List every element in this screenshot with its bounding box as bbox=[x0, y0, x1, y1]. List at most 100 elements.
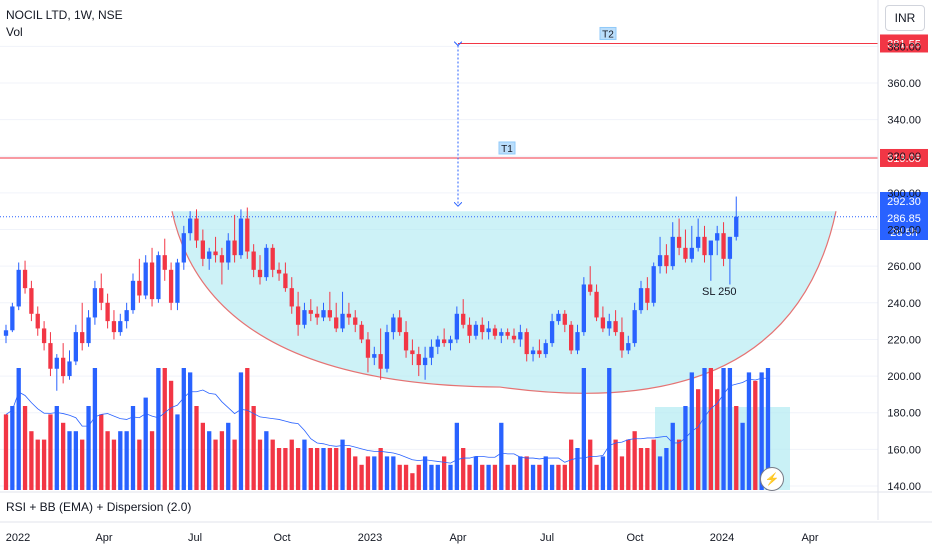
volume-bar bbox=[156, 368, 161, 490]
y-tick-label: 180.00 bbox=[887, 408, 921, 420]
volume-bar bbox=[73, 431, 78, 490]
candle-body bbox=[149, 262, 155, 300]
candle-body bbox=[651, 266, 656, 303]
currency-button[interactable]: INR bbox=[885, 5, 925, 31]
volume-bar bbox=[124, 431, 129, 490]
volume-bar bbox=[35, 439, 40, 490]
candle-body bbox=[251, 251, 256, 270]
volume-bar bbox=[727, 368, 733, 490]
y-tick-label: 240.00 bbox=[887, 298, 921, 310]
volume-bar bbox=[188, 372, 193, 490]
volume-bar bbox=[638, 448, 644, 490]
candle-body bbox=[721, 233, 726, 259]
volume-bar bbox=[213, 439, 218, 490]
volume-bar bbox=[175, 414, 180, 490]
volume-bar bbox=[467, 464, 472, 490]
volume-bar bbox=[676, 439, 682, 490]
volume-bar bbox=[276, 448, 282, 490]
candle-body bbox=[569, 324, 574, 351]
candle-body bbox=[613, 321, 618, 333]
candle-body bbox=[391, 317, 396, 333]
candle-body bbox=[219, 255, 225, 263]
target-tag-label: T2 bbox=[602, 29, 614, 40]
candle-body bbox=[181, 233, 186, 263]
candle-body bbox=[295, 306, 301, 325]
y-tick-label: 200.00 bbox=[887, 371, 921, 383]
candle-body bbox=[283, 273, 288, 289]
candle-body bbox=[378, 354, 383, 369]
volume-bar bbox=[708, 368, 713, 490]
symbol-title: NOCIL LTD, 1W, NSE bbox=[6, 8, 123, 22]
indicator-label: RSI + BB (EMA) + Dispersion (2.0) bbox=[6, 500, 192, 514]
candle-body bbox=[467, 324, 472, 336]
volume-bar bbox=[594, 464, 599, 490]
candle-body bbox=[232, 240, 237, 256]
candle-body bbox=[556, 313, 561, 322]
volume-bar bbox=[29, 431, 34, 490]
volume-bar bbox=[10, 406, 15, 490]
candle-body bbox=[80, 332, 85, 344]
candle-body bbox=[162, 255, 167, 270]
y-tick-label: 340.00 bbox=[887, 115, 921, 127]
countdown-badge: 2d 5h bbox=[890, 227, 918, 239]
volume-bar bbox=[416, 464, 421, 490]
candle-body bbox=[226, 240, 231, 263]
cup-curve bbox=[171, 211, 837, 394]
volume-label: Vol bbox=[6, 25, 23, 39]
volume-bar bbox=[327, 448, 332, 490]
candle-body bbox=[581, 284, 586, 333]
candle-body bbox=[238, 218, 244, 256]
candle-body bbox=[632, 310, 637, 344]
candle-body bbox=[118, 321, 123, 333]
volume-bar bbox=[702, 368, 707, 490]
y-tick-label: 300.00 bbox=[887, 188, 921, 200]
volume-bar bbox=[232, 439, 237, 490]
volume-bar bbox=[696, 389, 701, 490]
candle-body bbox=[727, 236, 733, 259]
volume-bar bbox=[92, 368, 98, 490]
x-tick-label: 2023 bbox=[358, 532, 382, 544]
volume-bar bbox=[365, 456, 371, 490]
volume-bars bbox=[3, 368, 790, 490]
volume-bar bbox=[715, 389, 720, 490]
volume-bar bbox=[734, 406, 739, 490]
volume-bar bbox=[645, 448, 650, 490]
candle-body bbox=[86, 317, 91, 344]
target-levels: T2 381.55 T1 319.05 SL 250 292.30 286.85 2d 5h bbox=[0, 26, 928, 298]
volume-bar bbox=[511, 464, 517, 490]
candle-body bbox=[511, 335, 517, 340]
volume-bar bbox=[505, 464, 510, 490]
candle-body bbox=[696, 236, 701, 248]
volume-bar bbox=[651, 439, 656, 490]
candle-body bbox=[549, 321, 555, 344]
candle-body bbox=[156, 255, 161, 300]
y-tick-label: 380.00 bbox=[887, 41, 921, 53]
x-tick-label: Jul bbox=[540, 532, 554, 544]
volume-bar bbox=[378, 448, 383, 490]
volume-bar bbox=[518, 456, 523, 490]
candle-body bbox=[61, 357, 66, 377]
volume-bar bbox=[657, 456, 663, 490]
candle-body bbox=[403, 332, 409, 351]
lightning-icon[interactable]: ⚡ bbox=[760, 467, 784, 491]
high-price-badge: 292.30 bbox=[887, 196, 921, 208]
y-tick-label: 220.00 bbox=[887, 334, 921, 346]
candle-body bbox=[480, 324, 485, 333]
x-tick-label: 2022 bbox=[6, 532, 30, 544]
candlestick-series bbox=[3, 196, 739, 391]
volume-bar bbox=[80, 439, 85, 490]
volume-bar bbox=[600, 456, 606, 490]
candle-body bbox=[638, 288, 644, 311]
volume-bar bbox=[613, 439, 618, 490]
volume-bar bbox=[499, 422, 504, 490]
candle-body bbox=[473, 324, 479, 336]
candle-body bbox=[372, 354, 377, 358]
volume-bar bbox=[48, 414, 53, 490]
y-tick-label: 280.00 bbox=[887, 225, 921, 237]
volume-bar bbox=[99, 414, 104, 490]
volume-bar bbox=[588, 439, 593, 490]
candle-body bbox=[619, 332, 625, 351]
candle-body bbox=[410, 350, 415, 355]
